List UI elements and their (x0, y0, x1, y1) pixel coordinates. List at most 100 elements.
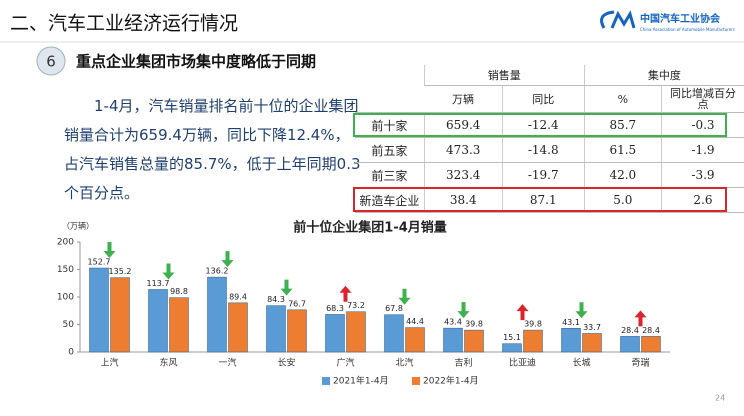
legend-swatch (322, 377, 330, 385)
value-label: 98.8 (170, 287, 188, 296)
value-label: 39.8 (524, 320, 542, 329)
trend-arrow (221, 251, 234, 268)
x-tick-label: 上汽 (100, 357, 118, 369)
chart-title: 前十位企业集团1-4月销量 (293, 220, 447, 236)
table-col-header: 万辆 (424, 85, 503, 113)
value-label: 15.1 (503, 333, 521, 342)
table-corner (355, 65, 425, 113)
bar (384, 314, 404, 353)
trend-arrow (398, 288, 411, 305)
table-cell: -14.8 (501, 137, 585, 163)
highlight-green (353, 113, 727, 137)
bar (287, 309, 307, 353)
y-tick-label: 200 (57, 238, 74, 248)
org-en: China Association of Automobile Manufact… (640, 27, 735, 32)
trend-arrow (103, 242, 116, 259)
badge (36, 46, 66, 76)
table-cell: -1.9 (660, 137, 744, 163)
org-cn: 中国汽车工业协会 (640, 12, 720, 25)
trend-arrow (339, 285, 352, 302)
value-label: 28.4 (621, 326, 639, 335)
table-row: 万辆 同比% 同比增减百分点 (355, 85, 744, 113)
y-tick-label: 150 (57, 265, 74, 275)
table-cell: 61.5 (583, 137, 662, 163)
table-cell: -19.7 (501, 162, 585, 188)
table-cell: 87.1 (501, 187, 585, 213)
value-label: 39.8 (465, 320, 483, 329)
value-label: 28.4 (642, 326, 660, 335)
table-row: 新造车企业 38.4 87.1 5.0 2.6 (355, 187, 744, 213)
bar (641, 336, 661, 353)
table-cell: 85.7 (583, 112, 662, 138)
bar (148, 289, 168, 353)
trend-arrow (575, 302, 588, 319)
table-row: 前五家 473.3 -14.8 61.5 -1.9 (355, 137, 744, 163)
table-cell: -3.9 (660, 162, 744, 188)
bar (89, 267, 109, 353)
bar (464, 329, 484, 353)
bar (405, 327, 425, 353)
table-row-label: 前十家 (355, 112, 425, 138)
bar (443, 327, 463, 353)
page-number: 24 (715, 394, 725, 403)
table-cell: 2.6 (660, 187, 744, 213)
value-label: 136.2 (206, 267, 229, 276)
slide-title: 重点企业集团市场集中度略低于同期 (76, 53, 316, 71)
value-label: 135.2 (109, 267, 132, 276)
table-cell: -12.4 (501, 112, 585, 138)
table-cell: 659.4 (423, 112, 503, 138)
trend-arrow (634, 310, 647, 327)
table-col-header: % (583, 85, 662, 113)
x-tick-label: 吉利 (454, 357, 472, 369)
table-row-label: 前五家 (355, 137, 425, 163)
x-tick-label: 北汽 (395, 357, 413, 369)
bar (582, 333, 602, 353)
paragraph: 1-4月，汽车销量排名前十位的企业集团销量合计为659.4万辆，同比下降12.4… (64, 97, 361, 202)
table-row-label: 新造车企业 (355, 187, 425, 213)
table-cell: -0.3 (660, 112, 744, 138)
value-label: 44.4 (406, 317, 424, 326)
value-label: 89.4 (229, 292, 247, 301)
table-group-header: 集中度 (583, 65, 744, 86)
highlight-red (353, 187, 727, 212)
value-label: 73.2 (347, 301, 365, 310)
value-label: 43.1 (562, 318, 580, 327)
value-label: 67.8 (385, 304, 403, 313)
trend-arrow (457, 302, 470, 319)
value-label: 76.7 (288, 299, 306, 308)
x-tick-label: 长安 (277, 357, 295, 369)
trend-arrow (162, 263, 175, 280)
bar (169, 297, 189, 353)
value-label: 84.3 (267, 295, 285, 304)
badge-number: 6 (46, 53, 56, 71)
bar (620, 336, 640, 353)
legend-label: 2022年1-4月 (423, 375, 479, 387)
value-label: 113.7 (147, 279, 170, 288)
y-axis-label: （万辆） (62, 221, 94, 231)
table-col-header: 同比 (501, 85, 585, 113)
table-cell: 38.4 (423, 187, 503, 213)
bar (325, 314, 345, 353)
section-title: 二、汽车工业经济运行情况 (10, 13, 238, 35)
table-row: 前十家 659.4 -12.4 85.7 -0.3 (355, 112, 744, 138)
table-row-label: 前三家 (355, 162, 425, 188)
table: 销售量 集中度 万辆 同比% 同比增减百分点 前十家 659.4 -12.4 85.7 -0.3 前… (355, 65, 744, 213)
trend-arrow (516, 304, 529, 321)
bar (502, 343, 522, 353)
bar (346, 311, 366, 353)
x-tick-label: 东风 (159, 357, 177, 369)
x-tick-label: 奇瑞 (631, 357, 649, 369)
y-tick-label: 0 (68, 348, 74, 358)
table-cell: 42.0 (583, 162, 662, 188)
y-tick-label: 100 (57, 293, 74, 303)
x-tick-label: 长城 (572, 357, 590, 369)
table-col-header: 同比增减百分点 (660, 85, 744, 113)
logo (600, 10, 636, 29)
table-row: 前三家 323.4 -19.7 42.0 -3.9 (355, 162, 744, 188)
bar (110, 277, 130, 353)
bar (207, 276, 227, 353)
value-label: 33.7 (583, 323, 601, 332)
bar (266, 305, 286, 353)
table-cell: 5.0 (583, 187, 662, 213)
